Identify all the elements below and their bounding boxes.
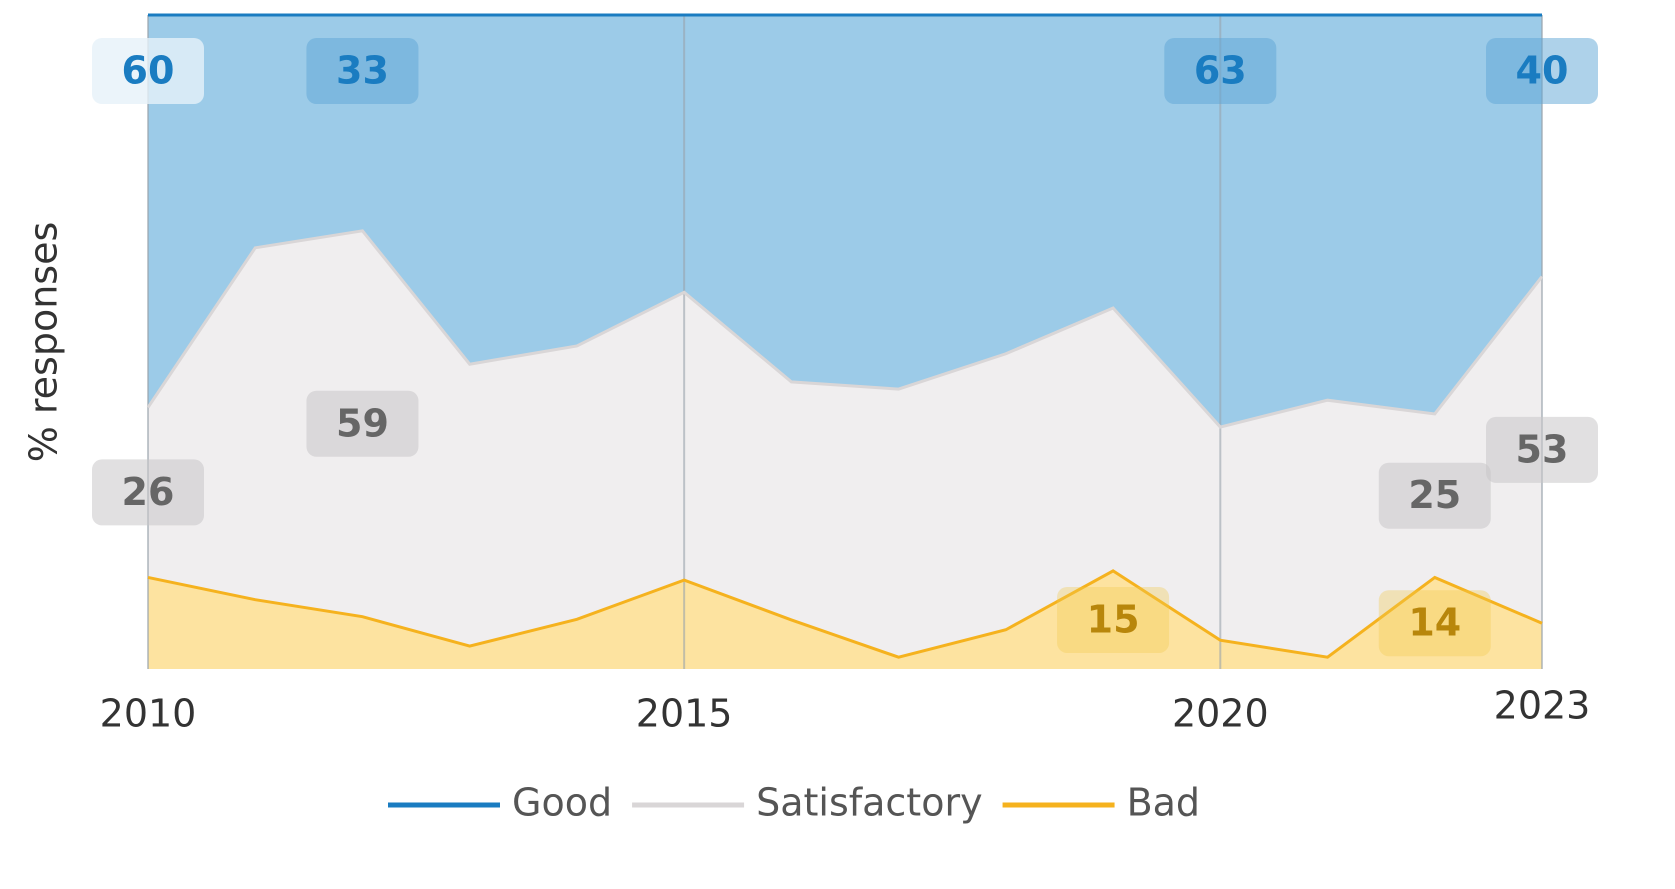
series-line (146, 229, 1544, 429)
data-label-box (306, 38, 419, 104)
data-label-box (306, 390, 419, 457)
data-label: 33 (336, 49, 389, 93)
data-label-box (1057, 586, 1170, 653)
data-label-box (1486, 416, 1598, 483)
data-label-box (1164, 38, 1277, 104)
data-label: 60 (122, 49, 175, 93)
data-label-box (92, 38, 204, 104)
data-label: 63 (1194, 49, 1247, 93)
legend: Good Satisfactory Bad (388, 781, 1200, 825)
x-tick-label: 2023 (1494, 684, 1591, 728)
x-tick-label: 2015 (636, 692, 733, 736)
data-label: 53 (1516, 427, 1569, 471)
data-label-box (1378, 590, 1491, 657)
area (148, 230, 1542, 658)
data-label: 14 (1408, 601, 1461, 645)
x-tick-label: 2010 (100, 692, 197, 736)
data-label: 40 (1516, 49, 1569, 93)
series-line (147, 569, 1543, 659)
legend-label: Bad (1127, 781, 1200, 825)
data-label-box (1486, 38, 1598, 104)
data-label: 59 (336, 401, 389, 445)
data-label: 25 (1408, 473, 1461, 517)
x-tick-label: 2020 (1172, 692, 1269, 736)
data-label: 15 (1087, 597, 1140, 641)
data-label-box (92, 459, 204, 526)
area (148, 15, 1542, 428)
legend-label: Good (512, 781, 612, 825)
y-axis-label: % responses (22, 222, 66, 463)
area (148, 570, 1542, 669)
data-label-box (1378, 462, 1491, 529)
data-label: 26 (122, 470, 175, 514)
legend-label: Satisfactory (756, 781, 982, 825)
